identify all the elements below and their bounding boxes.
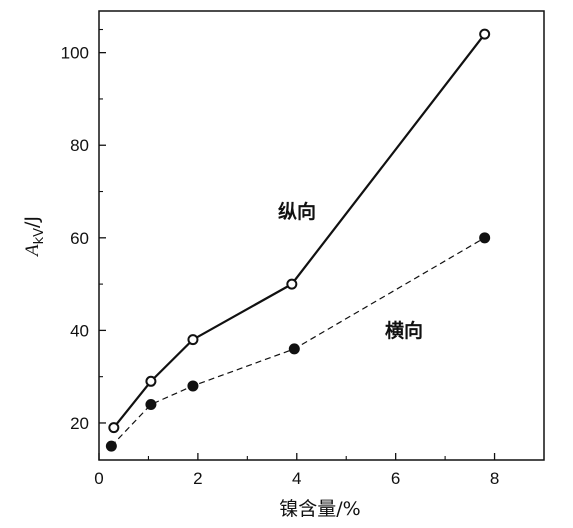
series-0-point (187, 334, 199, 346)
y-axis-label-suffix: /J (21, 216, 43, 228)
x-tick-label: 6 (391, 469, 400, 488)
y-tick-label: 60 (70, 229, 89, 248)
y-tick-label: 80 (70, 136, 89, 155)
x-tick-label: 8 (490, 469, 499, 488)
series-lines (110, 33, 486, 447)
x-tick-label: 4 (292, 469, 301, 488)
y-axis-label: AkV/J (21, 216, 47, 258)
x-tick-label: 0 (94, 469, 103, 488)
y-axis-label-sub: kV (32, 228, 47, 245)
series-points (105, 28, 491, 452)
series-label-transverse: 横向 (385, 319, 423, 342)
series-label-longitudinal: 纵向 (278, 200, 316, 223)
axis-ticks (98, 28, 496, 460)
series-1-point (288, 343, 300, 355)
series-0-point (479, 28, 491, 40)
plot-frame (98, 10, 545, 461)
series-1-point (479, 232, 491, 244)
series-0-point (108, 422, 120, 434)
series-0-point (286, 278, 298, 290)
series-1-point (187, 380, 199, 392)
y-tick-label: 20 (70, 414, 89, 433)
axis-tick-labels: 0 2 4 6 8 20 40 60 80 100 (61, 44, 500, 488)
x-tick-label: 2 (193, 469, 202, 488)
series-0-point (145, 375, 157, 387)
series-line-1 (110, 237, 486, 447)
series-1-point (145, 398, 157, 410)
x-axis-label: 镍含量/% (279, 498, 360, 520)
series-line-0 (112, 33, 486, 429)
y-tick-label: 40 (70, 321, 89, 340)
series-1-point (105, 440, 117, 452)
y-axis-label-main: A (22, 244, 43, 258)
y-tick-label: 100 (61, 44, 89, 63)
